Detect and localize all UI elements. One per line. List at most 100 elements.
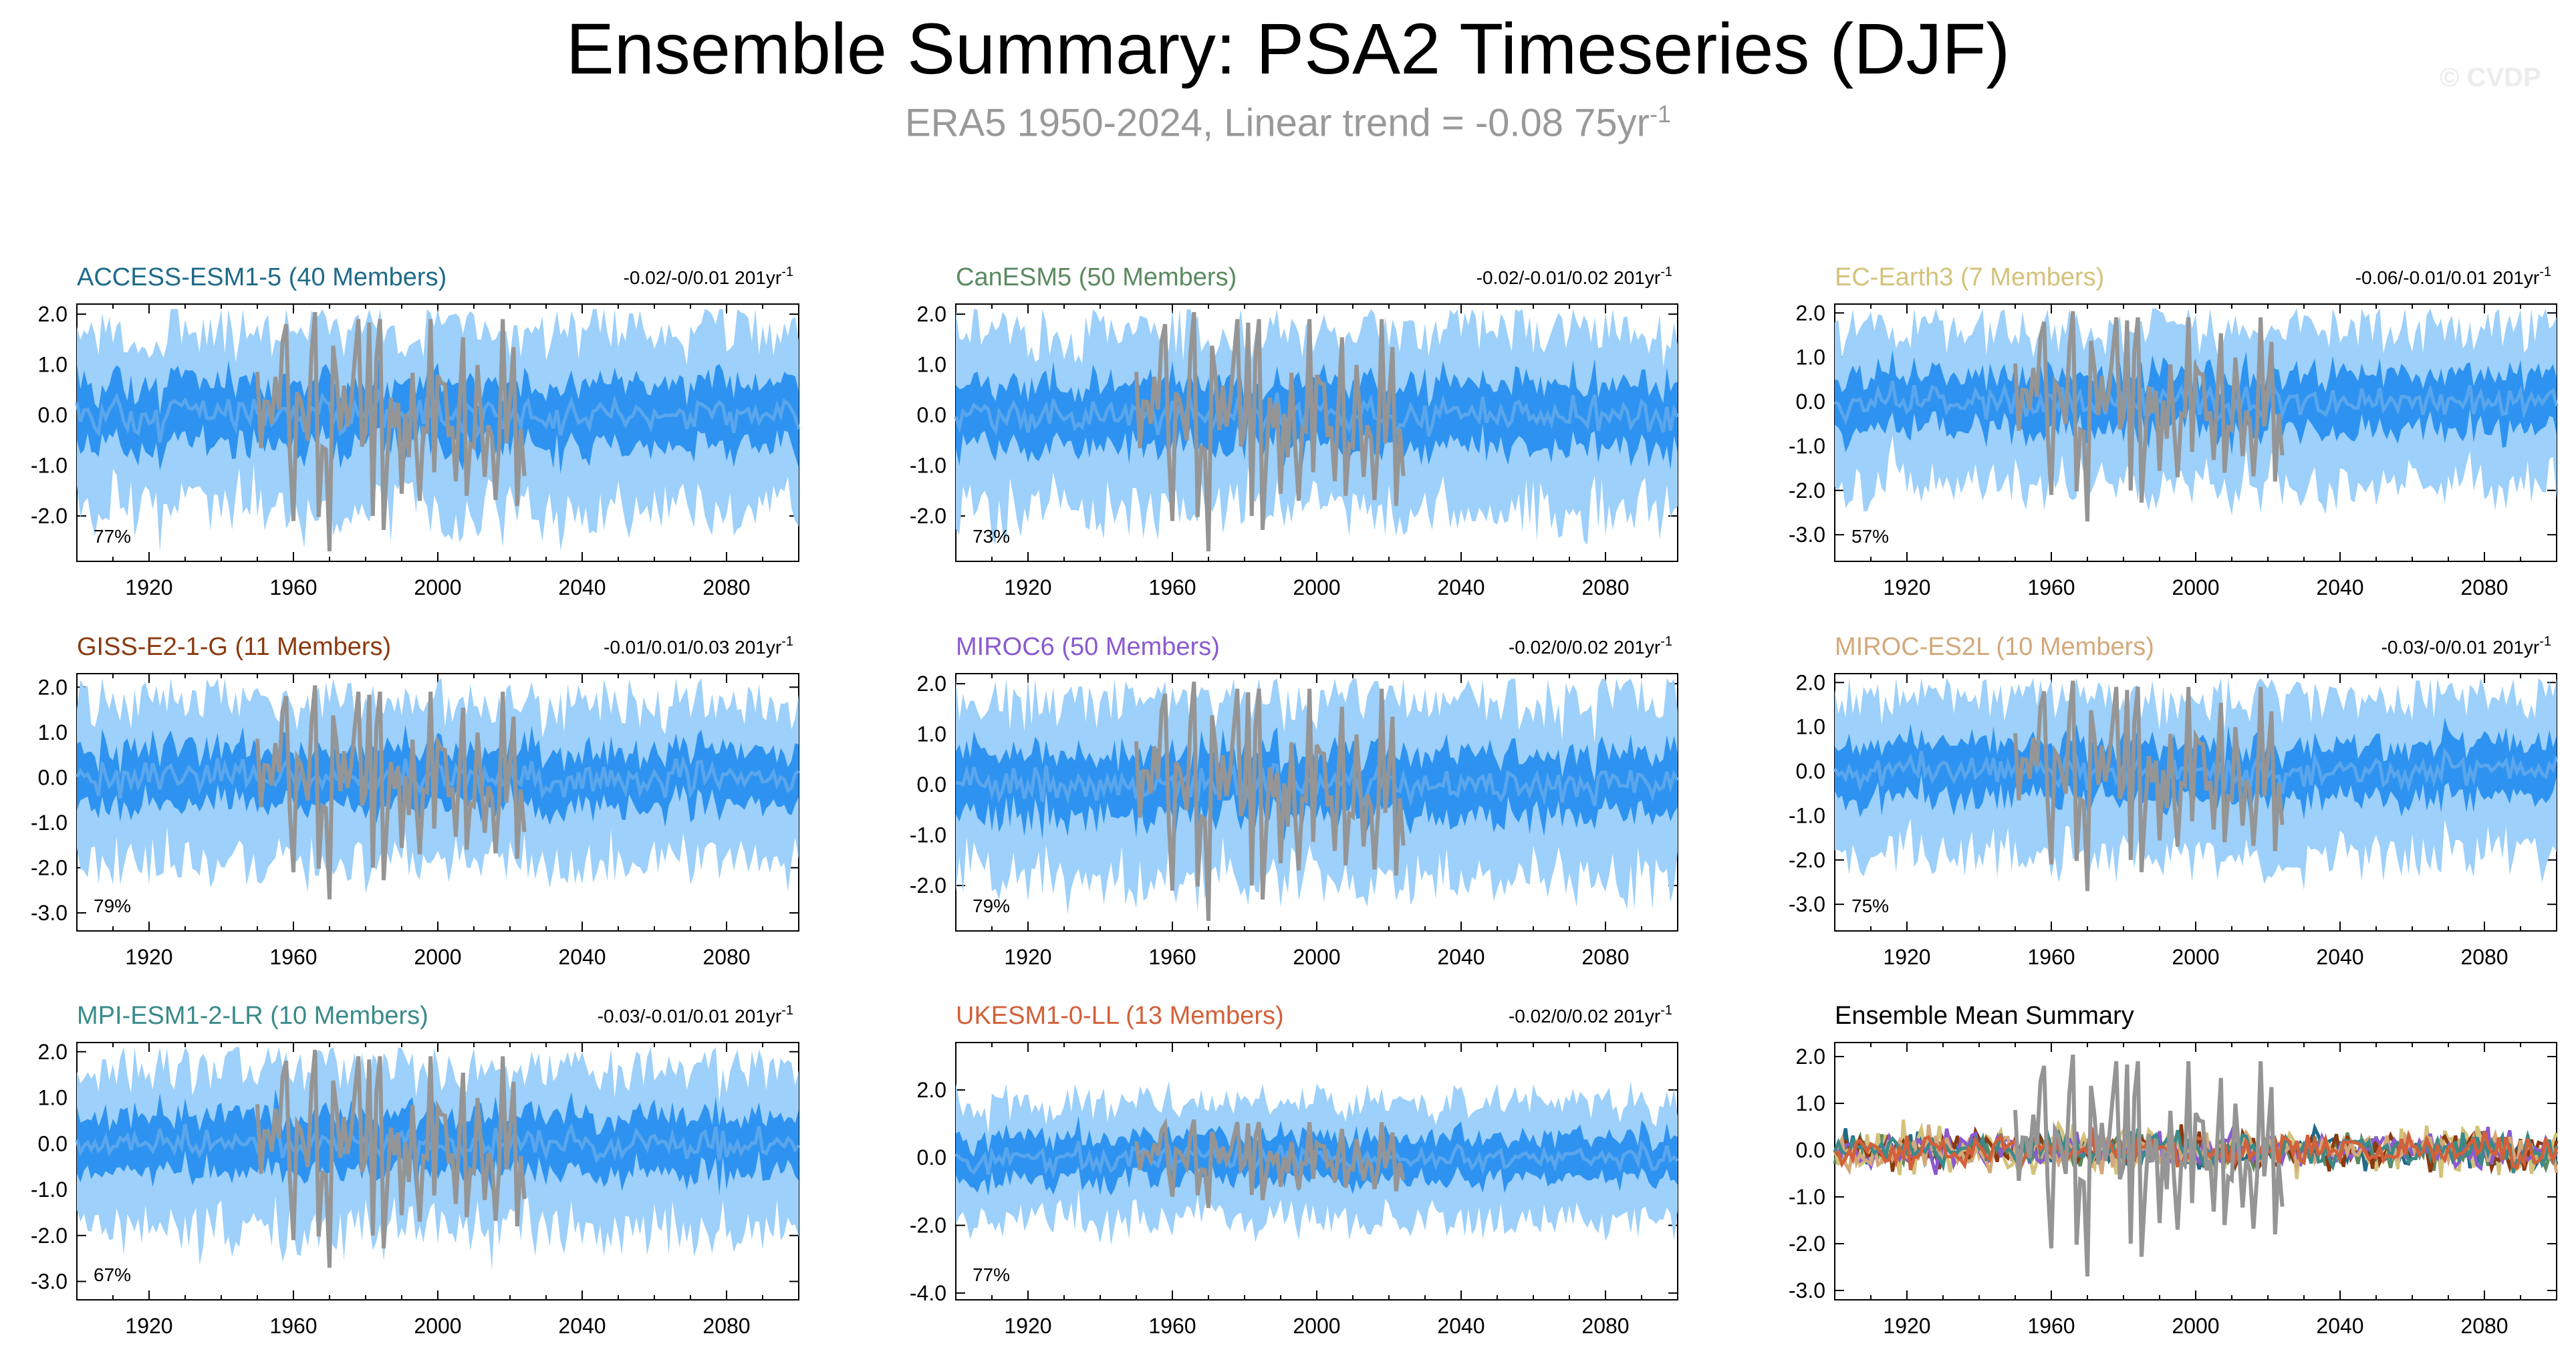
percent-label: 73%: [973, 526, 1010, 547]
observed-era5-line: [1134, 311, 1406, 552]
y-tick-label: -1.0: [31, 1178, 68, 1202]
x-tick-label: 2040: [1437, 575, 1485, 599]
panel-title: GISS-E2-1-G (11 Members): [77, 633, 391, 661]
panel-trend-label: -0.06/-0.01/0.01 201yr-1: [2355, 265, 2551, 288]
panel-trend-label: -0.02/-0.01/0.02 201yr-1: [1476, 265, 1672, 288]
trend-text: -0.02/0/0.02 201yr: [1509, 1006, 1660, 1026]
y-tick-label: 1.0: [38, 1086, 68, 1110]
y-tick-label: 0.0: [1796, 390, 1825, 414]
panel-7: MPI-ESM1-2-LR (10 Members) -0.03/-0.01/0.…: [31, 1002, 800, 1338]
trend-exponent: -1: [2539, 265, 2551, 279]
x-tick-label: 2040: [558, 945, 606, 969]
y-tick-label: -3.0: [1789, 892, 1825, 916]
y-tick-label: -1.0: [1789, 1185, 1825, 1209]
trend-text: -0.01/0.01/0.03 201yr: [604, 637, 781, 658]
figure-title: Ensemble Summary: PSA2 Timeseries (DJF): [565, 8, 2011, 89]
y-tick-label: 2.0: [917, 672, 946, 696]
x-tick-label: 2080: [1581, 945, 1629, 969]
observed-era5-line: [1134, 1117, 1406, 1208]
plot-frame: [1834, 1042, 2557, 1300]
x-tick-label: 2000: [1293, 575, 1340, 599]
observed-era5-line: [255, 1049, 527, 1268]
trend-exponent: -1: [2539, 634, 2551, 649]
y-tick-label: -2.0: [1789, 1232, 1825, 1256]
trend-exponent: -1: [1660, 265, 1672, 279]
y-tick-label: 2.0: [1796, 301, 1825, 325]
subtitle-exponent: -1: [1650, 100, 1672, 128]
x-tick-label: 1960: [269, 575, 317, 599]
panel-title: MIROC-ES2L (10 Members): [1835, 633, 2154, 661]
trend-exponent: -1: [781, 1003, 793, 1018]
y-tick-label: 0.0: [917, 1145, 946, 1170]
panel-title: MPI-ESM1-2-LR (10 Members): [77, 1002, 428, 1030]
panel-title: UKESM1-0-LL (13 Members): [956, 1002, 1284, 1030]
x-tick-label: 2080: [702, 575, 750, 599]
panel-trend-label: -0.03/-0/0.01 201yr-1: [2381, 634, 2551, 658]
x-tick-label: 2080: [2460, 575, 2508, 599]
panel-title: MIROC6 (50 Members): [956, 633, 1220, 661]
y-tick-label: 1.0: [38, 720, 68, 744]
panel-6: MIROC-ES2L (10 Members) -0.03/-0/0.01 201…: [1789, 633, 2559, 969]
y-tick-label: 1.0: [38, 353, 68, 377]
y-tick-label: 1.0: [917, 722, 946, 746]
panel-1: ACCESS-ESM1-5 (40 Members) -0.02/-0/0.01 …: [31, 263, 801, 599]
percent-label: 67%: [94, 1264, 131, 1285]
trend-text: -0.02/0/0.02 201yr: [1509, 637, 1660, 658]
cvdp-watermark: © CVDP: [2440, 63, 2541, 92]
x-tick-label: 2000: [414, 1314, 461, 1338]
observed-era5-line: [2013, 1054, 2285, 1277]
y-tick-label: 2.0: [917, 1078, 946, 1102]
y-tick-label: 0.0: [1796, 1138, 1825, 1162]
y-tick-label: -3.0: [31, 901, 68, 925]
x-tick-label: 1920: [125, 945, 172, 969]
x-tick-label: 2040: [1437, 1314, 1485, 1338]
x-tick-label: 2080: [1581, 1314, 1629, 1338]
y-tick-label: 0.0: [38, 765, 68, 789]
x-tick-label: 2000: [414, 945, 461, 969]
y-tick-label: -2.0: [1789, 848, 1825, 872]
y-tick-label: -1.0: [31, 811, 68, 835]
x-tick-label: 2080: [2460, 945, 2508, 969]
observed-era5-line: [1134, 681, 1406, 922]
panel-2: CanESM5 (50 Members) -0.02/-0.01/0.02 201…: [910, 263, 1680, 599]
y-tick-label: -3.0: [1789, 1278, 1825, 1302]
trend-exponent: -1: [1660, 634, 1672, 649]
x-tick-label: 2000: [1293, 1314, 1340, 1338]
y-tick-label: -2.0: [910, 504, 946, 528]
y-tick-label: 1.0: [917, 353, 946, 377]
x-tick-label: 1960: [1148, 945, 1196, 969]
observed-era5-line: [255, 311, 527, 552]
x-tick-label: 2000: [2172, 1314, 2219, 1338]
y-tick-label: 2.0: [1796, 1045, 1825, 1069]
trend-text: -0.02/-0/0.01 201yr: [624, 267, 782, 288]
panel-3: EC-Earth3 (7 Members) -0.06/-0.01/0.01 20…: [1789, 263, 2559, 599]
panel-trend-label: -0.02/0/0.02 201yr-1: [1509, 1003, 1672, 1026]
trend-text: -0.03/-0.01/0.01 201yr: [598, 1006, 782, 1026]
x-tick-label: 2040: [1437, 945, 1485, 969]
panel-trend-label: -0.03/-0.01/0.01 201yr-1: [598, 1003, 793, 1026]
x-tick-label: 2080: [702, 1314, 750, 1338]
x-tick-label: 1960: [2027, 575, 2075, 599]
y-tick-label: 0.0: [38, 403, 68, 427]
panel-4: GISS-E2-1-G (11 Members) -0.01/0.01/0.03 …: [31, 633, 800, 969]
observed-era5-line: [2013, 311, 2285, 522]
percent-label: 79%: [973, 896, 1010, 916]
x-tick-label: 2080: [2460, 1314, 2508, 1338]
panel-trend-label: -0.01/0.01/0.03 201yr-1: [604, 634, 793, 658]
x-tick-label: 1960: [269, 1314, 317, 1338]
panel-trend-label: -0.02/0/0.02 201yr-1: [1509, 634, 1672, 658]
panel-8: UKESM1-0-LL (13 Members) -0.02/0/0.02 201…: [910, 1002, 1679, 1338]
x-tick-label: 1960: [2027, 945, 2075, 969]
x-tick-label: 1960: [1148, 575, 1196, 599]
x-tick-label: 2000: [2172, 575, 2219, 599]
y-tick-label: 1.0: [1796, 1091, 1825, 1115]
x-tick-label: 1920: [125, 575, 172, 599]
percent-label: 79%: [94, 896, 131, 916]
x-tick-label: 2000: [414, 575, 461, 599]
percent-label: 77%: [94, 526, 131, 547]
x-tick-label: 2040: [2316, 945, 2363, 969]
panel-title: Ensemble Mean Summary: [1835, 1002, 2134, 1030]
x-tick-label: 2040: [558, 1314, 606, 1338]
y-tick-label: 2.0: [38, 1040, 68, 1064]
